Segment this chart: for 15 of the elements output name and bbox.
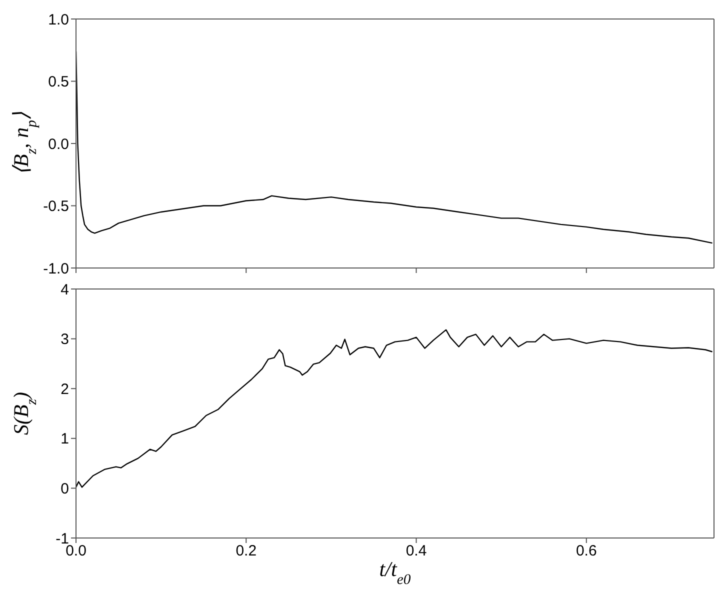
x-tick-label: 0.4 [406, 542, 427, 560]
x-tick-label: 0.2 [236, 542, 257, 560]
x-tick-label: 0.6 [576, 542, 597, 560]
y-tick-label: 0.0 [48, 136, 69, 153]
y-tick-label: -0.5 [43, 198, 69, 216]
y-tick-label: 0 [60, 480, 69, 498]
y-tick-label: 2 [60, 380, 69, 398]
y-tick-label: -1.0 [43, 260, 69, 278]
y-tick-label: 1 [60, 430, 69, 448]
x-axis-title: t/t$_{e0}$ [379, 557, 412, 588]
y-tick-label: 1.0 [48, 11, 69, 28]
y-tick-label: 3 [60, 331, 69, 348]
y-tick-label: 0.5 [48, 74, 69, 91]
line-series [76, 329, 713, 488]
y-tick-label: 4 [60, 281, 69, 298]
